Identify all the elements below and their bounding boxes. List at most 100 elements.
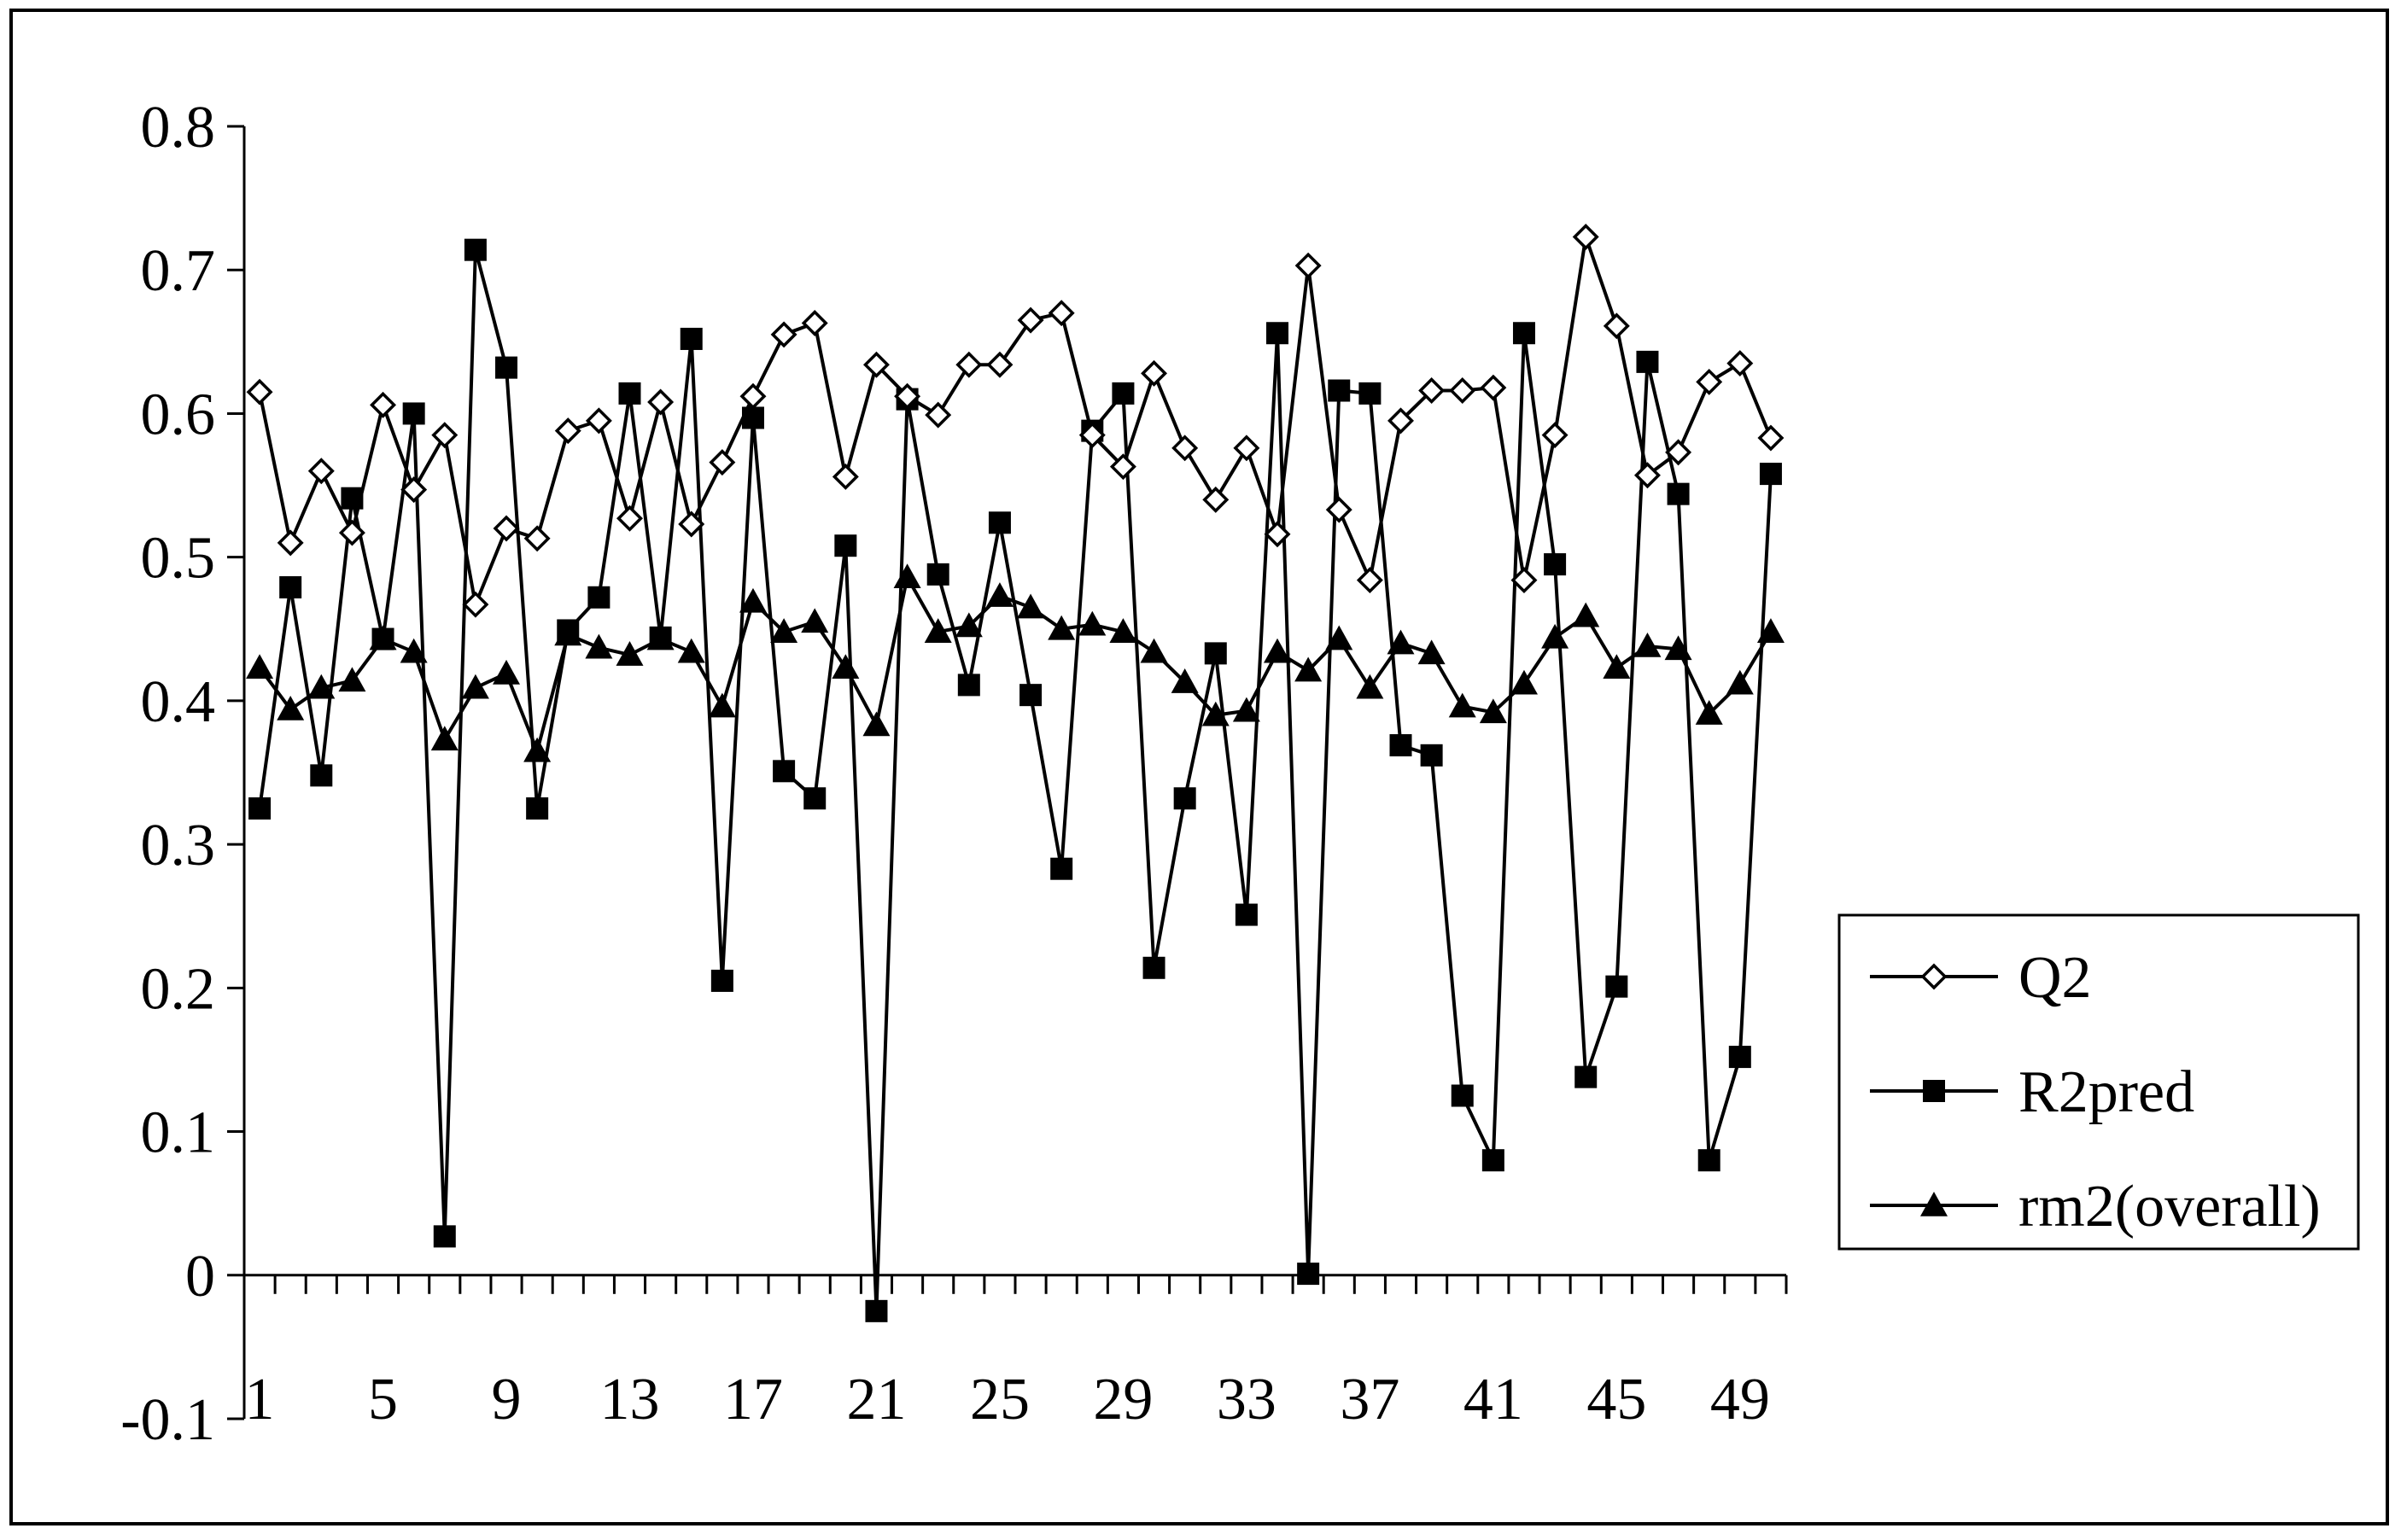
point-q2 — [1480, 374, 1507, 401]
point-rm2-overall — [1541, 623, 1569, 649]
legend-label-q2: Q2 — [2018, 945, 2092, 1011]
point-q2 — [1603, 312, 1630, 340]
point-r2pred — [1759, 463, 1782, 486]
point-r2pred — [402, 402, 425, 425]
point-rm2-overall — [677, 638, 705, 663]
point-q2 — [1202, 486, 1230, 513]
point-r2pred — [1389, 734, 1412, 757]
point-rm2-overall — [924, 618, 952, 643]
point-r2pred — [1697, 1149, 1720, 1172]
point-rm2-overall — [1726, 669, 1754, 695]
point-q2 — [801, 309, 828, 336]
series-line-r2pred — [258, 248, 1773, 1313]
point-q2 — [1726, 350, 1754, 377]
point-q2 — [462, 591, 489, 618]
point-q2 — [585, 407, 612, 435]
legend-label-r2pred: R2pred — [2018, 1059, 2194, 1125]
point-r2pred — [1019, 684, 1043, 707]
point-q2 — [832, 463, 859, 490]
point-q2 — [1387, 407, 1414, 435]
point-rm2-overall — [1140, 638, 1168, 663]
point-q2 — [678, 510, 705, 538]
x-tick-label: 21 — [846, 1367, 906, 1432]
point-q2 — [1356, 567, 1383, 594]
y-tick-label: 0.3 — [141, 813, 216, 878]
point-r2pred — [1204, 642, 1227, 665]
point-q2 — [1141, 359, 1168, 387]
axes: -0.1 0 0.1 0.2 0.3 0.4 0.5 0.6 0.7 0.8 1 5 9 13 17 21 25… — [120, 95, 1788, 1453]
x-tick-label: 41 — [1463, 1367, 1523, 1432]
point-q2 — [862, 351, 890, 378]
point-rm2-overall — [770, 618, 798, 643]
series-layer — [246, 224, 1785, 1322]
y-tick-label: 0.5 — [141, 526, 216, 592]
y-tick-label: -0.1 — [120, 1387, 215, 1453]
point-rm2-overall — [1294, 656, 1323, 682]
point-r2pred — [310, 764, 333, 787]
point-rm2-overall — [1017, 593, 1045, 619]
x-tick-label: 29 — [1093, 1367, 1153, 1432]
point-rm2-overall — [1171, 668, 1199, 693]
point-r2pred — [1328, 379, 1351, 402]
point-rm2-overall — [246, 654, 274, 679]
point-r2pred — [1728, 1046, 1751, 1069]
point-rm2-overall — [616, 641, 644, 666]
point-r2pred — [834, 534, 857, 557]
point-rm2-overall — [1756, 618, 1785, 643]
point-r2pred — [526, 797, 549, 820]
point-q2 — [554, 417, 581, 445]
point-q2 — [1633, 462, 1661, 489]
point-q2 — [770, 321, 797, 348]
point-q2 — [1449, 377, 1476, 405]
point-r2pred — [341, 487, 364, 510]
point-rm2-overall — [1201, 701, 1230, 726]
point-q2 — [739, 382, 767, 410]
y-tick-label: 0.1 — [141, 1100, 216, 1166]
y-tick-label: 0.6 — [141, 382, 216, 447]
point-q2 — [986, 351, 1014, 378]
point-q2 — [523, 525, 551, 552]
point-r2pred — [433, 1225, 456, 1248]
point-r2pred — [1420, 744, 1443, 767]
point-q2 — [307, 458, 335, 485]
point-r2pred — [1574, 1065, 1598, 1088]
point-q2 — [400, 476, 428, 504]
point-r2pred — [1173, 787, 1196, 810]
point-rm2-overall — [1048, 615, 1076, 640]
point-r2pred — [649, 626, 672, 649]
x-tick-label: 25 — [970, 1367, 1030, 1432]
point-rm2-overall — [461, 674, 489, 699]
point-rm2-overall — [430, 726, 459, 751]
point-q2 — [647, 388, 675, 416]
point-rm2-overall — [277, 695, 305, 720]
point-q2 — [616, 505, 643, 532]
point-r2pred — [926, 563, 949, 586]
point-rm2-overall — [985, 582, 1014, 607]
point-rm2-overall — [585, 633, 613, 659]
point-r2pred — [680, 327, 703, 350]
legend-label-rm2-overall: rm2(overall) — [2018, 1174, 2321, 1240]
point-r2pred — [464, 238, 487, 261]
point-q2 — [1541, 422, 1569, 449]
point-r2pred — [957, 674, 980, 697]
x-tick-label: 5 — [368, 1367, 398, 1432]
point-q2 — [955, 351, 983, 378]
point-r2pred — [1266, 322, 1289, 345]
legend-marker-r2pred — [1923, 1080, 1945, 1102]
point-r2pred — [1667, 482, 1690, 505]
point-q2 — [1757, 424, 1785, 452]
point-r2pred — [618, 382, 641, 405]
point-q2 — [1233, 435, 1260, 462]
point-rm2-overall — [801, 608, 829, 633]
point-r2pred — [248, 797, 272, 820]
x-tick-label: 49 — [1710, 1367, 1770, 1432]
point-q2 — [1294, 252, 1322, 279]
point-rm2-overall — [708, 692, 736, 718]
y-tick-label: 0.2 — [141, 956, 216, 1022]
point-q2 — [1109, 453, 1136, 481]
point-rm2-overall — [338, 667, 366, 692]
point-rm2-overall — [1264, 638, 1292, 663]
point-rm2-overall — [493, 659, 521, 685]
point-r2pred — [371, 627, 394, 650]
point-rm2-overall — [832, 654, 860, 679]
